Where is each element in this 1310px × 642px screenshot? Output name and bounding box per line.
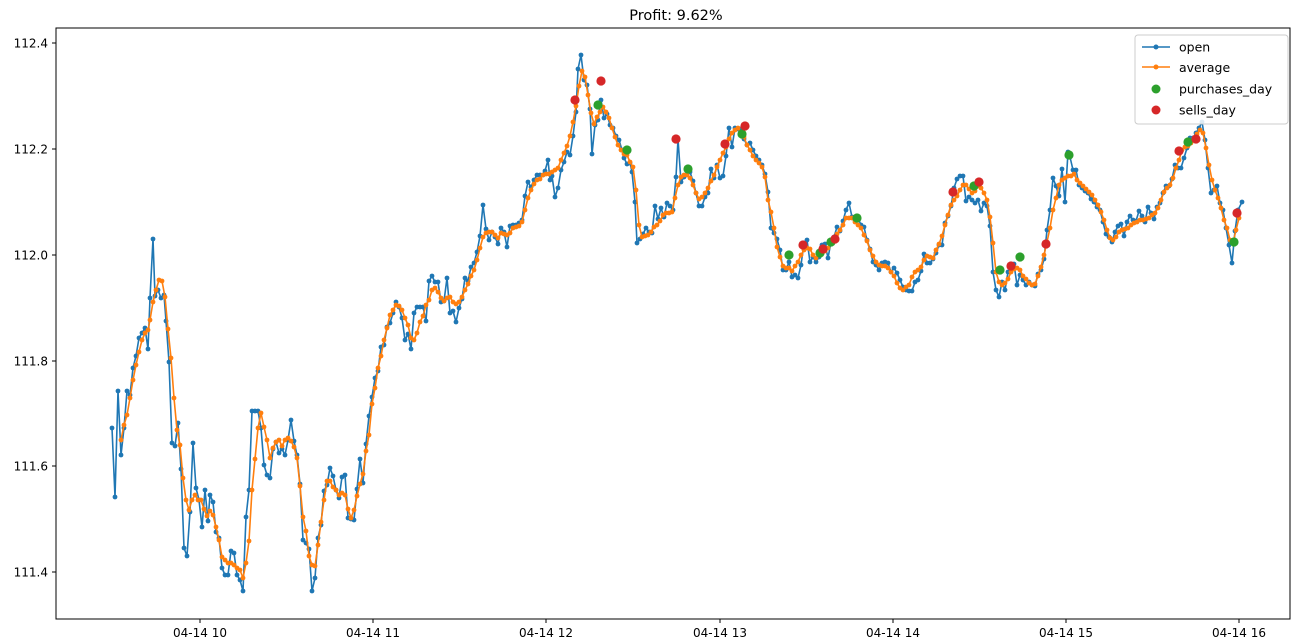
legend: open average purchases_day sells_day [1134,34,1289,125]
series-line-average [120,70,1240,579]
sell-point [596,76,606,86]
purchase-point [1064,150,1074,160]
y-axis: 111.4 111.6 111.8 112.0 112.2 112.4 [14,37,56,580]
legend-item-open: open [1142,40,1210,55]
sell-point [1174,146,1184,156]
legend-marker-sells-icon [1151,105,1161,115]
legend-item-average: average [1142,60,1230,75]
sell-point [818,244,828,254]
legend-marker-average-icon [1153,64,1159,70]
sell-point [671,134,681,144]
chart-title: Profit: 9.62% [629,8,722,24]
legend-marker-open-icon [1153,44,1159,50]
sell-point [1232,208,1242,218]
purchases-markers [593,100,1239,275]
x-axis: 04-14 10 04-14 11 04-14 12 04-14 13 04-14 14… [173,619,1266,640]
axes-frame [55,27,1291,620]
purchase-point [683,164,693,174]
x-tick-label: 04-14 10 [173,626,227,640]
purchase-point [852,213,862,223]
x-tick-label: 04-14 11 [346,626,400,640]
sell-point [1006,261,1016,271]
x-tick-label: 04-14 16 [1212,626,1266,640]
x-tick-label: 04-14 13 [693,626,747,640]
sell-point [948,187,958,197]
legend-item-purchases: purchases_day [1151,82,1273,97]
sell-point [1041,239,1051,249]
y-tick-label: 111.6 [14,460,48,474]
sell-point [1191,134,1201,144]
purchase-point [995,265,1005,275]
sell-point [570,95,580,105]
legend-label-open: open [1179,40,1210,55]
purchase-point [1183,137,1193,147]
purchase-point [1229,237,1239,247]
purchase-point [1015,252,1025,262]
legend-marker-purchases-icon [1151,84,1161,94]
series-markers-open [109,52,1245,594]
purchase-point [593,100,603,110]
sell-point [974,177,984,187]
purchase-point [622,145,632,155]
sell-point [740,121,750,131]
sell-point [798,240,808,250]
legend-label-average: average [1179,60,1230,75]
x-tick-label: 04-14 12 [519,626,573,640]
y-tick-label: 112.0 [14,249,48,263]
purchase-point [737,129,747,139]
y-tick-label: 111.8 [14,355,48,369]
x-tick-label: 04-14 14 [866,626,920,640]
x-tick-label: 04-14 15 [1039,626,1093,640]
y-tick-label: 111.4 [14,566,48,580]
series-markers-average [118,68,1242,581]
y-tick-label: 112.2 [14,143,48,157]
y-tick-label: 112.4 [14,37,48,51]
sell-point [830,234,840,244]
plot-area [109,52,1245,594]
legend-item-sells: sells_day [1151,103,1237,118]
sell-point [720,139,730,149]
legend-label-purchases: purchases_day [1179,82,1273,97]
legend-label-sells: sells_day [1179,103,1237,118]
sells-markers [570,76,1242,271]
purchase-point [784,250,794,260]
